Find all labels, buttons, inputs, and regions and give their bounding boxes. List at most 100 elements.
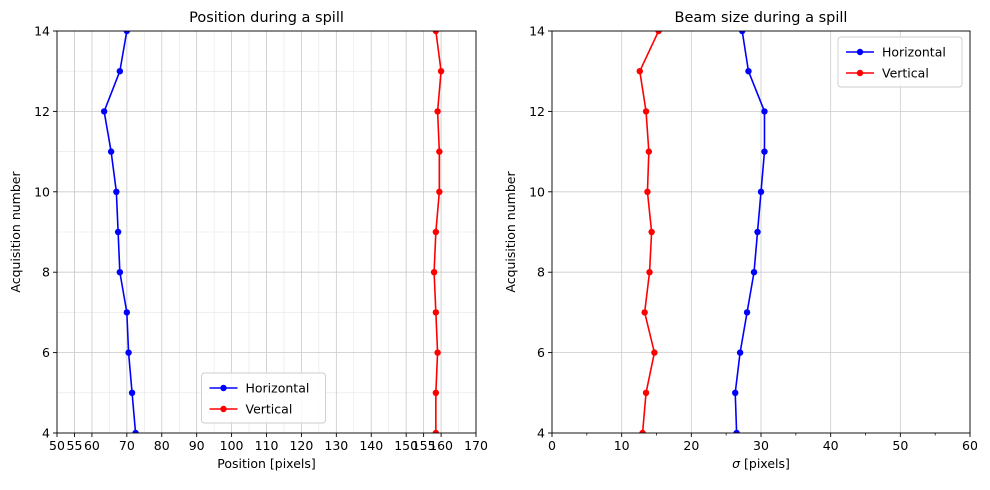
legend-marker xyxy=(856,48,864,56)
data-point xyxy=(113,188,120,195)
legend-box xyxy=(201,372,326,424)
data-point xyxy=(750,269,758,276)
x-tick-label: 50 xyxy=(892,438,908,453)
series-horizontal xyxy=(732,31,768,433)
x-tick-label: 130 xyxy=(324,438,348,453)
x-tick-label: 160 xyxy=(429,438,453,453)
x-tick-label: 20 xyxy=(683,438,699,453)
y-tick-label: 8 xyxy=(42,265,50,280)
legend-label: Horizontal xyxy=(246,381,310,396)
data-point xyxy=(125,349,132,356)
x-tick-label: 0 xyxy=(548,438,556,453)
data-point xyxy=(761,148,768,155)
legend-marker xyxy=(856,69,864,77)
data-point xyxy=(437,68,445,75)
legend-entry-vertical: Vertical xyxy=(846,66,929,81)
data-point xyxy=(743,309,751,316)
x-tick-label: 10 xyxy=(614,438,630,453)
data-point xyxy=(642,389,650,396)
data-point xyxy=(732,389,739,396)
y-tick-label: 12 xyxy=(34,104,50,119)
y-tick-label: 6 xyxy=(537,345,545,360)
data-point xyxy=(645,148,653,155)
data-point xyxy=(738,31,746,35)
x-tick-label: 170 xyxy=(464,438,488,453)
x-axis-label: σ [pixels] xyxy=(732,456,790,471)
data-point xyxy=(434,349,441,356)
y-tick-label: 10 xyxy=(34,184,50,199)
legend-entry-horizontal: Horizontal xyxy=(846,45,946,60)
data-point xyxy=(733,429,740,433)
chart-panel-2: 0 10 20 30 40 50 60 4 6 8 10 12 14 Beam size during a… xyxy=(503,10,978,471)
data-point xyxy=(636,68,643,75)
series-vertical xyxy=(636,31,662,433)
data-point xyxy=(757,188,765,195)
legend: Horizontal Vertical xyxy=(837,36,963,88)
x-tick-label: 155 xyxy=(412,438,436,453)
data-point xyxy=(128,389,136,396)
y-tick-label: 6 xyxy=(42,345,50,360)
x-tick-label: 60 xyxy=(962,438,978,453)
data-point xyxy=(116,269,124,276)
series-vertical xyxy=(430,31,445,433)
y-tick-label: 14 xyxy=(529,24,545,39)
y-tick-label: 8 xyxy=(537,265,545,280)
x-tick-label: 60 xyxy=(84,438,100,453)
y-tick-label: 4 xyxy=(537,426,545,441)
data-point xyxy=(107,148,115,155)
x-tick-label: 70 xyxy=(119,438,135,453)
data-point xyxy=(432,429,440,433)
data-point xyxy=(745,68,752,75)
x-tick-label: 30 xyxy=(753,438,769,453)
data-point xyxy=(646,269,653,276)
legend-label: Horizontal xyxy=(882,45,946,60)
data-point xyxy=(432,309,440,316)
data-point xyxy=(648,228,655,236)
x-tick-label: 100 xyxy=(220,438,244,453)
x-tick-label: 50 xyxy=(49,438,65,453)
x-tick-label: 55 xyxy=(67,438,83,453)
x-tick-label: 140 xyxy=(359,438,383,453)
x-tick-label: 40 xyxy=(823,438,839,453)
legend: Horizontal Vertical xyxy=(201,372,326,424)
data-point xyxy=(655,31,662,35)
legend-label: Vertical xyxy=(882,66,929,81)
y-axis-label: Acquisition number xyxy=(503,171,518,293)
data-point xyxy=(761,108,768,115)
x-tick-label: 150 xyxy=(394,438,418,453)
data-point xyxy=(123,31,131,35)
data-point xyxy=(736,349,744,356)
x-tick-label: 90 xyxy=(189,438,205,453)
data-point xyxy=(434,108,441,115)
data-point xyxy=(114,228,122,236)
data-point xyxy=(436,148,443,155)
x-tick-label: 110 xyxy=(255,438,279,453)
y-axis-label: Acquisition number xyxy=(8,171,23,293)
data-point xyxy=(430,269,438,276)
x-axis-label: Position [pixels] xyxy=(217,456,316,471)
data-point xyxy=(132,429,139,433)
data-point xyxy=(754,228,761,236)
y-tick-label: 4 xyxy=(42,426,50,441)
legend-marker xyxy=(220,405,227,413)
data-point xyxy=(100,108,108,115)
data-point xyxy=(639,429,646,433)
y-tick-label: 10 xyxy=(529,184,545,199)
data-point xyxy=(644,188,651,195)
data-point xyxy=(432,389,440,396)
data-point xyxy=(432,228,440,236)
data-point xyxy=(642,108,650,115)
chart-title: Beam size during a spill xyxy=(675,10,848,26)
legend-box xyxy=(837,36,963,88)
data-point xyxy=(651,349,658,356)
x-tick-label: 120 xyxy=(289,438,313,453)
legend-label: Vertical xyxy=(246,402,293,417)
data-point xyxy=(436,188,443,195)
legend-entry-horizontal: Horizontal xyxy=(209,381,310,396)
data-point xyxy=(641,309,648,316)
data-point xyxy=(123,309,131,316)
data-point xyxy=(432,31,440,35)
y-tick-label: 14 xyxy=(34,24,50,39)
